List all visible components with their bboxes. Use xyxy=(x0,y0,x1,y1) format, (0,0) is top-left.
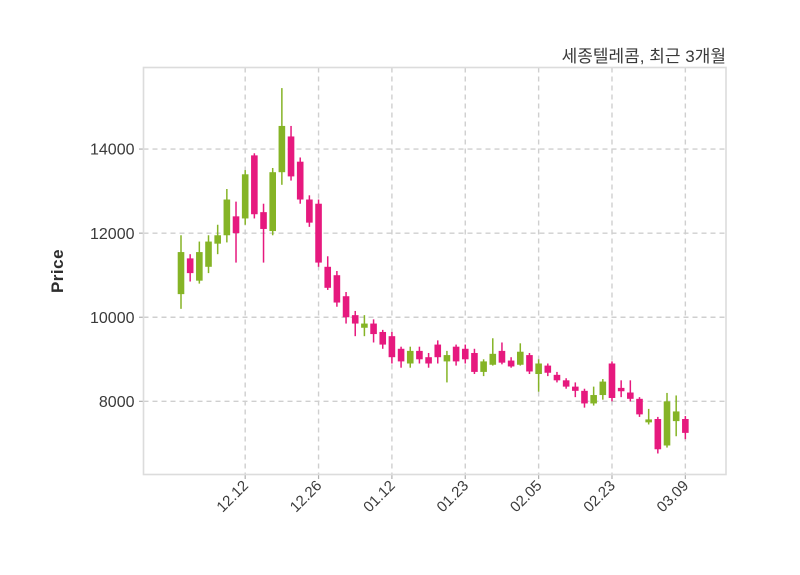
candle-body-down xyxy=(471,352,478,372)
candle-body-down xyxy=(572,386,579,391)
candle-body-up xyxy=(599,381,607,396)
candle-body-up xyxy=(361,323,368,328)
y-tick-label: 12000 xyxy=(90,226,135,243)
candle-body-down xyxy=(370,323,377,335)
candle-body-down xyxy=(324,266,332,288)
candle-body-up xyxy=(672,411,680,422)
candle-wick-up xyxy=(492,338,494,366)
x-tick-label: 12.26 xyxy=(287,477,326,516)
candle-body-down xyxy=(251,155,258,215)
candle-body-down xyxy=(654,419,662,450)
x-tick-label: 01.12 xyxy=(360,477,399,516)
candle-body-down xyxy=(498,350,506,363)
candle-body-up xyxy=(223,199,231,236)
candle-body-up xyxy=(663,401,671,446)
candle-body-up xyxy=(645,419,652,423)
y-tick-label: 14000 xyxy=(90,142,135,159)
candle-body-up xyxy=(535,363,542,375)
plot-border xyxy=(142,66,727,476)
candle-body-down xyxy=(608,363,616,398)
x-tick-label: 03.09 xyxy=(654,477,693,516)
x-tick-label: 12.12 xyxy=(213,477,252,516)
candle-body-up xyxy=(214,235,221,244)
y-tick-label: 8000 xyxy=(99,394,135,411)
candle-body-down xyxy=(526,355,533,372)
candle-body-down xyxy=(425,357,432,364)
candle-body-down xyxy=(388,336,396,358)
candle-body-down xyxy=(434,344,442,358)
candle-body-down xyxy=(296,161,304,200)
candle-body-down xyxy=(315,203,322,263)
candle-body-up xyxy=(443,355,451,362)
x-tick-label: 01.23 xyxy=(434,477,473,516)
candle-body-up xyxy=(241,174,249,219)
candle-body-down xyxy=(260,212,267,229)
candle-wick-down xyxy=(262,203,265,263)
candle-body-down xyxy=(452,346,460,362)
candle-body-up xyxy=(480,361,487,372)
candle-body-down xyxy=(416,350,423,360)
candle-body-down xyxy=(351,315,359,324)
candle-body-down xyxy=(617,387,625,392)
candle-body-down xyxy=(306,199,313,223)
candle-body-down xyxy=(461,348,469,360)
x-tick-label: 02.05 xyxy=(507,477,546,516)
candle-wick-down xyxy=(629,380,632,402)
candle-body-up xyxy=(269,172,276,232)
candle-body-up xyxy=(406,350,414,364)
candle-body-down xyxy=(507,360,515,367)
candle-body-down xyxy=(287,136,295,177)
chart-title: 세종텔레콤, 최근 3개월 xyxy=(561,47,726,66)
candle-body-up xyxy=(177,252,185,295)
candle-wick-up xyxy=(647,408,650,425)
candle-body-down xyxy=(342,296,350,318)
candle-wick-up xyxy=(537,359,540,392)
candle-body-up xyxy=(590,395,597,404)
candle-body-up xyxy=(489,353,497,365)
candle-body-up xyxy=(516,351,524,365)
candle-body-down xyxy=(397,348,405,362)
x-tick-label: 02.23 xyxy=(580,477,619,516)
candle-body-down xyxy=(379,331,387,345)
candle-body-up xyxy=(205,241,212,267)
candle-body-up xyxy=(278,125,286,173)
candle-body-down xyxy=(232,216,240,234)
candle-body-down xyxy=(627,392,634,399)
y-tick-label: 10000 xyxy=(90,310,135,327)
candle-body-down xyxy=(333,275,341,303)
candle-body-down xyxy=(581,390,588,404)
candle-wick-up xyxy=(446,350,448,383)
candle-body-up xyxy=(196,252,203,281)
candle-body-down xyxy=(186,258,194,274)
candle-body-down xyxy=(562,380,570,387)
candle-body-down xyxy=(682,419,689,433)
candle-body-down xyxy=(553,374,561,381)
candle-body-down xyxy=(636,398,643,415)
candle-body-down xyxy=(544,365,552,373)
